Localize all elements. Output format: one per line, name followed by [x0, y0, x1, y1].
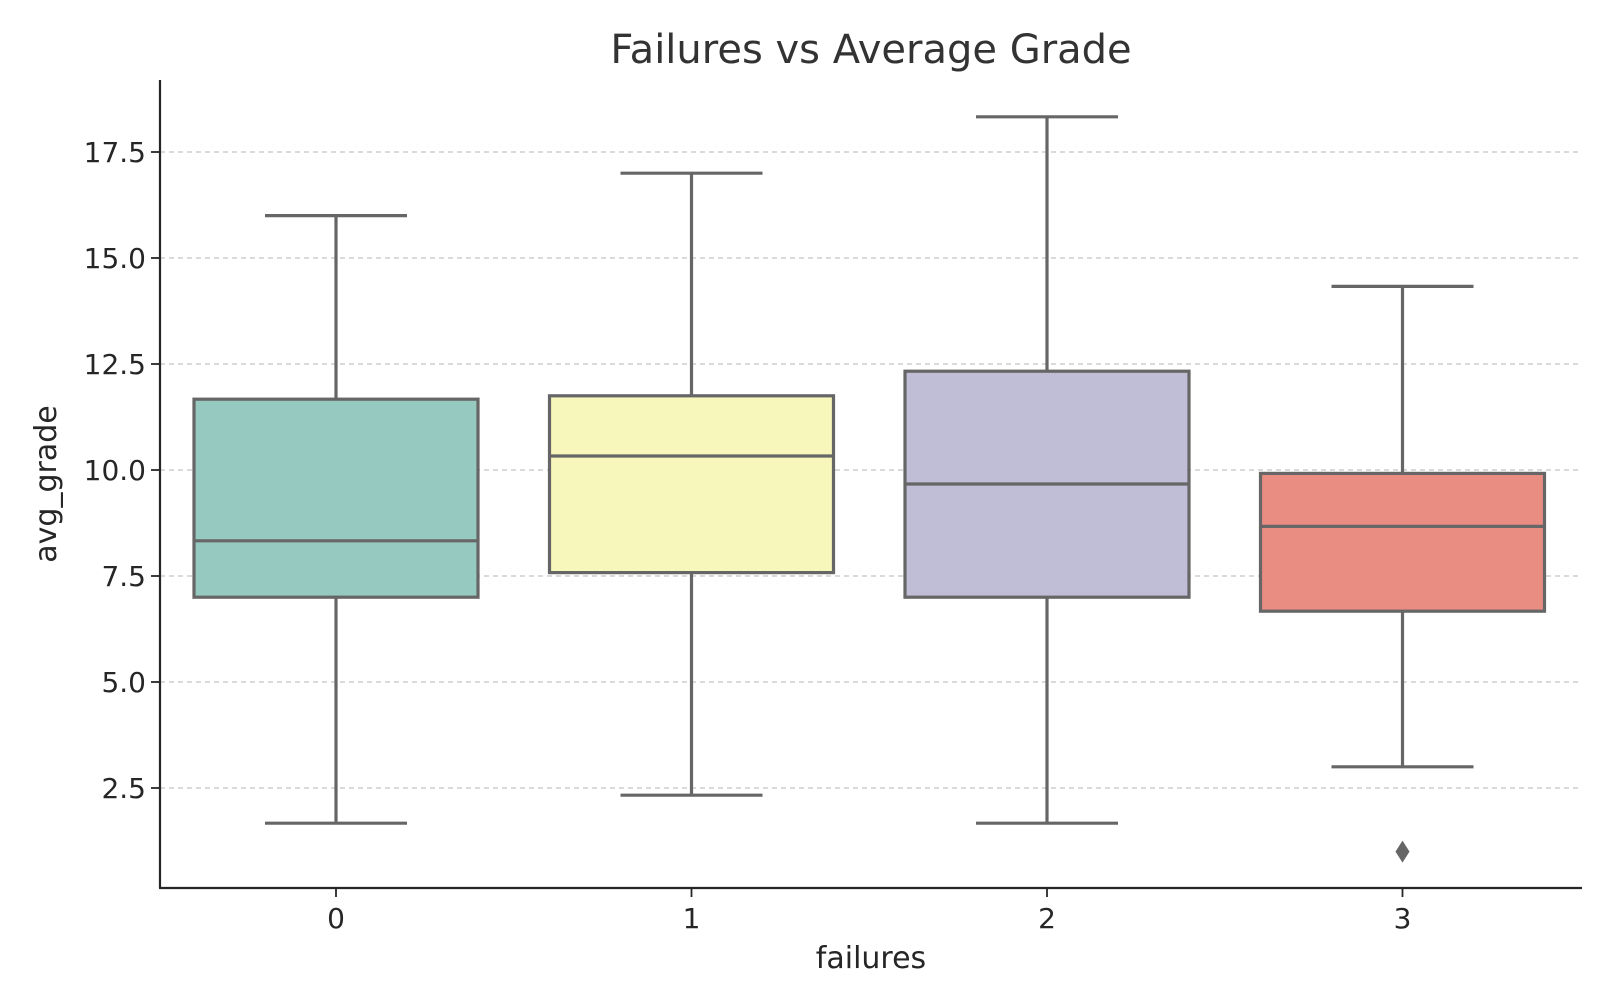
tick-layer: 2.5 5.0 7.5 10.0 12.5 15.0 17.5 0 1 2 3	[84, 136, 1412, 935]
outlier-point	[1395, 840, 1410, 863]
iqr-box	[192, 397, 480, 599]
axes-layer	[158, 80, 1582, 890]
box-group-1	[547, 171, 836, 797]
box-layer	[192, 115, 1547, 863]
y-tick-label: 5.0	[101, 666, 146, 699]
box-group-2	[903, 115, 1191, 825]
x-axis-label: failures	[816, 941, 926, 976]
y-tick-label: 15.0	[84, 242, 146, 275]
y-tick-label: 2.5	[101, 772, 146, 805]
box-group-0	[192, 214, 480, 825]
iqr-box	[1258, 471, 1547, 613]
box-group-3	[1258, 284, 1547, 863]
x-tick-label: 2	[1038, 902, 1056, 935]
y-tick-label: 12.5	[84, 348, 146, 381]
x-tick-label: 0	[327, 902, 345, 935]
chart-title: Failures vs Average Grade	[610, 27, 1131, 73]
iqr-box	[547, 394, 836, 575]
x-tick-label: 1	[683, 902, 701, 935]
x-tick-label: 3	[1394, 902, 1412, 935]
y-tick-label: 10.0	[84, 454, 146, 487]
y-axis-label: avg_grade	[29, 405, 64, 562]
y-tick-label: 17.5	[84, 136, 146, 169]
y-tick-label: 7.5	[101, 560, 146, 593]
